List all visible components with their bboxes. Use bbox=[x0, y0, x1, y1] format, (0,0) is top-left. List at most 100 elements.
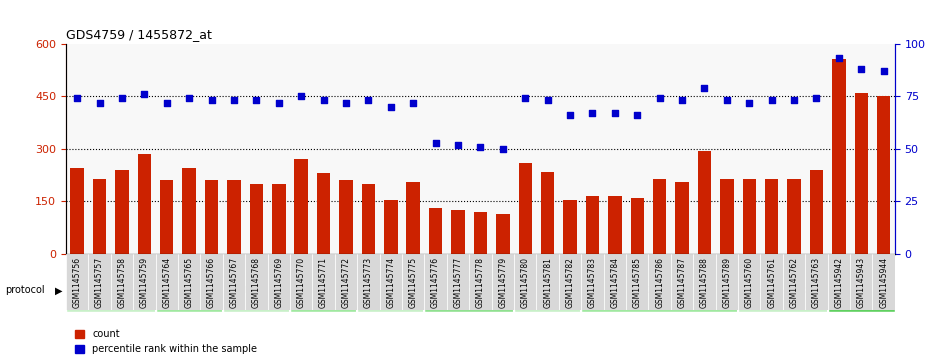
FancyBboxPatch shape bbox=[492, 254, 514, 310]
Point bbox=[608, 110, 623, 116]
Text: PTEN shRNA: PTEN shRNA bbox=[365, 286, 417, 295]
Bar bbox=[810, 170, 823, 254]
FancyBboxPatch shape bbox=[268, 254, 290, 310]
Bar bbox=[429, 208, 443, 254]
Point bbox=[473, 144, 488, 150]
Bar bbox=[586, 196, 599, 254]
FancyBboxPatch shape bbox=[447, 254, 469, 310]
Text: SHANK3
shRNA: SHANK3 shRNA bbox=[452, 281, 486, 300]
FancyBboxPatch shape bbox=[514, 269, 581, 312]
Bar bbox=[698, 151, 711, 254]
Bar bbox=[93, 179, 106, 254]
Point bbox=[674, 98, 690, 103]
Point bbox=[383, 104, 398, 110]
FancyBboxPatch shape bbox=[716, 254, 739, 310]
Point bbox=[92, 99, 107, 105]
FancyBboxPatch shape bbox=[805, 254, 828, 310]
Text: GSM1145762: GSM1145762 bbox=[789, 257, 799, 308]
Text: GSM1145777: GSM1145777 bbox=[453, 257, 463, 308]
Point bbox=[182, 95, 197, 101]
Point bbox=[428, 140, 443, 146]
FancyBboxPatch shape bbox=[760, 254, 783, 310]
FancyBboxPatch shape bbox=[357, 254, 380, 310]
Text: NLGN1 shRNA: NLGN1 shRNA bbox=[227, 286, 286, 295]
Bar bbox=[832, 60, 846, 254]
Bar bbox=[384, 200, 398, 254]
Bar bbox=[653, 179, 666, 254]
Bar bbox=[563, 200, 577, 254]
Text: GSM1145786: GSM1145786 bbox=[655, 257, 664, 308]
Text: GSM1145761: GSM1145761 bbox=[767, 257, 776, 308]
Legend: count, percentile rank within the sample: count, percentile rank within the sample bbox=[71, 326, 261, 358]
FancyBboxPatch shape bbox=[425, 254, 447, 310]
Point bbox=[518, 95, 533, 101]
FancyBboxPatch shape bbox=[201, 254, 222, 310]
FancyBboxPatch shape bbox=[693, 254, 716, 310]
Text: ▶: ▶ bbox=[55, 285, 62, 295]
Bar bbox=[272, 184, 285, 254]
FancyBboxPatch shape bbox=[155, 254, 178, 310]
Text: MeCP2 shRNA: MeCP2 shRNA bbox=[159, 286, 219, 295]
FancyBboxPatch shape bbox=[514, 254, 536, 310]
Point bbox=[450, 142, 465, 147]
Text: med2d shRNA: med2d shRNA bbox=[518, 286, 577, 295]
Bar bbox=[451, 210, 464, 254]
Text: GSM1145778: GSM1145778 bbox=[476, 257, 485, 308]
Bar bbox=[630, 198, 644, 254]
FancyBboxPatch shape bbox=[89, 254, 111, 310]
Bar bbox=[765, 179, 778, 254]
Text: luciferase shRNA: luciferase shRNA bbox=[747, 286, 819, 295]
Bar bbox=[317, 174, 331, 254]
FancyBboxPatch shape bbox=[739, 254, 760, 310]
Bar bbox=[609, 196, 622, 254]
Point bbox=[294, 93, 309, 99]
Point bbox=[764, 98, 779, 103]
FancyBboxPatch shape bbox=[850, 254, 872, 310]
Point bbox=[495, 146, 511, 152]
Bar bbox=[788, 179, 801, 254]
Bar bbox=[295, 159, 308, 254]
Text: GSM1145764: GSM1145764 bbox=[162, 257, 171, 308]
FancyBboxPatch shape bbox=[739, 269, 828, 312]
FancyBboxPatch shape bbox=[155, 269, 222, 312]
FancyBboxPatch shape bbox=[402, 254, 425, 310]
FancyBboxPatch shape bbox=[671, 254, 693, 310]
Point bbox=[226, 98, 241, 103]
Text: GSM1145766: GSM1145766 bbox=[207, 257, 216, 308]
Bar bbox=[742, 179, 756, 254]
Text: GSM1145774: GSM1145774 bbox=[386, 257, 396, 308]
FancyBboxPatch shape bbox=[559, 254, 581, 310]
Point bbox=[585, 110, 600, 116]
Bar bbox=[227, 180, 241, 254]
FancyBboxPatch shape bbox=[604, 254, 626, 310]
Text: GSM1145757: GSM1145757 bbox=[95, 257, 104, 308]
FancyBboxPatch shape bbox=[111, 254, 133, 310]
Point bbox=[271, 99, 286, 105]
Bar bbox=[407, 182, 420, 254]
Point bbox=[204, 98, 219, 103]
Bar bbox=[250, 184, 263, 254]
Text: GSM1145789: GSM1145789 bbox=[723, 257, 731, 308]
Text: GSM1145771: GSM1145771 bbox=[319, 257, 328, 308]
Text: GSM1145772: GSM1145772 bbox=[342, 257, 350, 308]
FancyBboxPatch shape bbox=[536, 254, 559, 310]
Bar bbox=[362, 184, 375, 254]
Text: GSM1145784: GSM1145784 bbox=[610, 257, 619, 308]
Point bbox=[361, 98, 376, 103]
Point bbox=[787, 98, 802, 103]
Point bbox=[338, 99, 353, 105]
Text: GSM1145775: GSM1145775 bbox=[409, 257, 417, 308]
Text: GSM1145760: GSM1145760 bbox=[745, 257, 754, 308]
Text: GSM1145788: GSM1145788 bbox=[700, 257, 709, 308]
Bar bbox=[541, 172, 554, 254]
Point bbox=[809, 95, 824, 101]
Point bbox=[876, 68, 891, 74]
Point bbox=[540, 98, 555, 103]
Text: GSM1145773: GSM1145773 bbox=[364, 257, 373, 308]
Bar bbox=[720, 179, 734, 254]
Text: GSM1145780: GSM1145780 bbox=[521, 257, 529, 308]
Text: NLGN3 shRNA: NLGN3 shRNA bbox=[294, 286, 353, 295]
Point bbox=[406, 99, 421, 105]
Point bbox=[249, 98, 264, 103]
Text: GSM1145770: GSM1145770 bbox=[297, 257, 306, 308]
